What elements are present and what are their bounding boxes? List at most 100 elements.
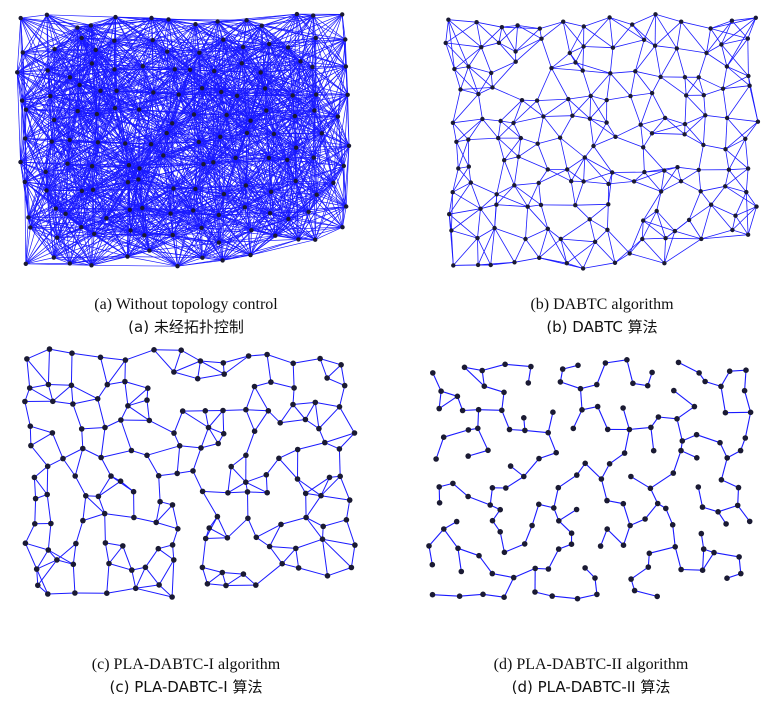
graph-edge: [269, 212, 299, 240]
graph-edge: [107, 381, 125, 386]
graph-edge: [649, 488, 659, 504]
graph-edge: [135, 567, 146, 589]
graph-edge: [607, 204, 609, 230]
graph-edge: [664, 117, 685, 135]
graph-node: [18, 15, 23, 21]
graph-edge: [672, 450, 682, 474]
graph-edge: [477, 227, 495, 266]
graph-node: [23, 261, 28, 266]
graph-edge: [36, 559, 58, 570]
graph-edge: [225, 573, 244, 586]
graph-node: [23, 107, 29, 112]
graph-node: [267, 211, 273, 216]
graph-node: [51, 117, 57, 123]
graph-node: [22, 398, 28, 405]
graph-edge: [589, 118, 616, 138]
graph-node: [597, 543, 604, 549]
graph-node: [248, 252, 253, 258]
graph-node: [662, 168, 667, 173]
graph-edge: [201, 227, 252, 231]
graph-node: [496, 40, 502, 45]
graph-edge: [204, 410, 209, 428]
graph-edge: [223, 355, 249, 364]
graph-node: [669, 522, 676, 528]
graph-edge: [728, 168, 749, 171]
graph-edge: [244, 206, 316, 241]
graph-edge: [56, 559, 74, 565]
graph-edge: [25, 119, 55, 139]
graph-edge: [665, 508, 674, 526]
graph-edge: [245, 409, 269, 412]
graph-edge: [152, 23, 196, 41]
graph-node: [313, 35, 318, 41]
graph-edge: [20, 18, 23, 101]
graph-edge: [477, 208, 481, 239]
graph-edge: [557, 474, 578, 489]
graph-node: [106, 560, 112, 567]
graph-node: [528, 363, 534, 370]
graph-edge: [25, 217, 29, 264]
graph-edge: [26, 348, 50, 360]
graph-edge: [269, 524, 282, 547]
graph-node: [88, 23, 94, 28]
graph-edge: [20, 161, 93, 167]
graph-edge: [747, 206, 757, 235]
graph-edge: [82, 495, 87, 521]
graph-node: [45, 547, 52, 553]
graph-edge: [496, 160, 505, 195]
graph-edge: [195, 188, 202, 228]
graph-node: [317, 355, 323, 362]
graph-edge: [614, 253, 630, 264]
graph-edge: [428, 528, 445, 547]
graph-node: [606, 461, 613, 467]
graph-node: [290, 360, 297, 367]
graph-node: [125, 254, 130, 259]
graph-edge: [90, 16, 116, 26]
graph-edge: [81, 190, 145, 236]
graph-edge: [20, 17, 51, 97]
graph-edge: [498, 42, 516, 52]
graph-node: [72, 590, 78, 596]
graph-node: [627, 522, 633, 529]
graph-edge: [198, 141, 236, 159]
graph-edge: [242, 13, 298, 48]
graph-edge: [610, 70, 636, 74]
graph-edge: [141, 207, 145, 236]
graph-edge: [130, 213, 171, 231]
graph-edge: [266, 94, 348, 111]
graph-edge: [22, 52, 78, 112]
graph-edge: [308, 206, 347, 213]
graph-node: [112, 67, 117, 72]
graph-edge: [25, 257, 54, 265]
graph-edge: [589, 95, 592, 119]
graph-edge: [46, 14, 116, 18]
graph-edge: [151, 136, 221, 145]
graph-edge: [547, 412, 554, 433]
graph-edge: [79, 84, 93, 167]
graph-node: [521, 541, 528, 547]
graph-edge: [292, 401, 316, 405]
graph-edge: [67, 163, 82, 228]
graph-edge: [227, 481, 247, 494]
graph-edge: [20, 141, 52, 163]
graph-edge: [494, 194, 498, 229]
graph-edges: [445, 13, 759, 269]
graph-edge: [480, 194, 497, 209]
graph-edge: [222, 239, 299, 261]
graph-node: [285, 45, 291, 50]
graph-node: [604, 97, 609, 103]
graph-node: [506, 426, 513, 433]
graph-node: [608, 71, 613, 76]
graph-edge: [560, 238, 584, 269]
graph-edge: [65, 213, 150, 251]
graph-edge: [202, 257, 223, 261]
graph-edge: [110, 475, 134, 493]
graph-node: [78, 426, 85, 432]
graph-node: [125, 180, 131, 185]
graph-edge: [190, 62, 242, 71]
graph-edge: [460, 89, 479, 95]
graph-node: [474, 20, 479, 25]
graph-edge: [269, 212, 316, 241]
graph-edge: [95, 16, 116, 51]
graph-edge: [295, 132, 322, 149]
